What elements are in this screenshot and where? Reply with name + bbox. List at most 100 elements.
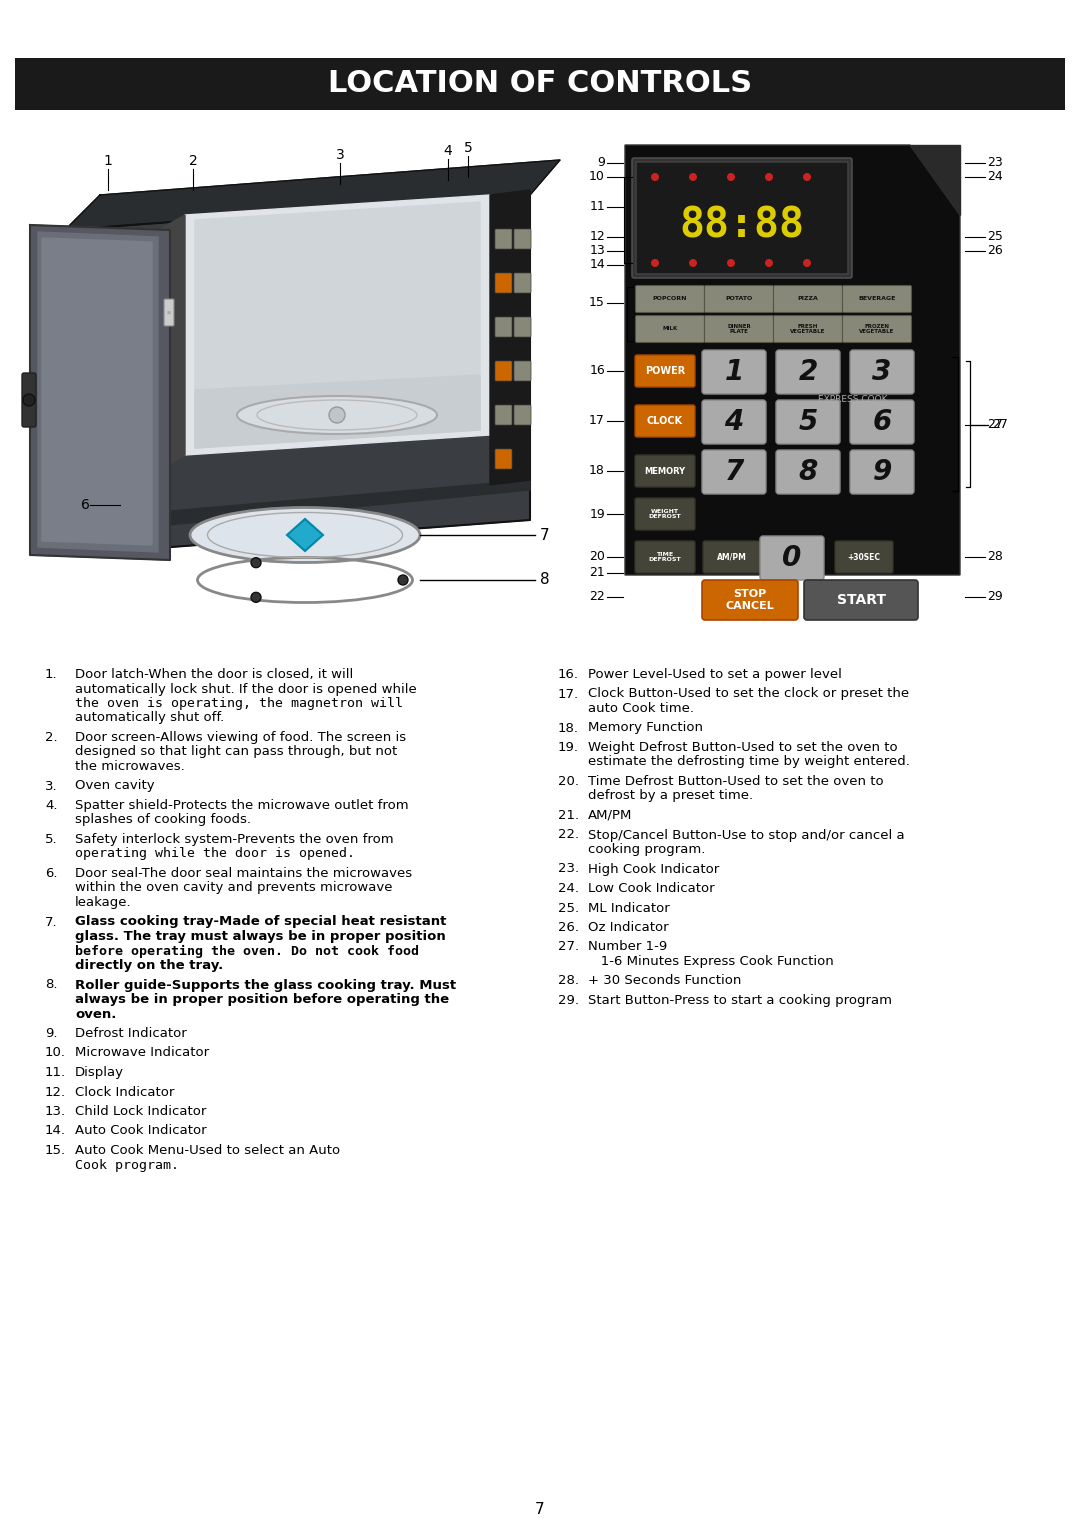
Circle shape xyxy=(651,173,659,181)
Text: 8: 8 xyxy=(798,458,818,486)
Text: 9.: 9. xyxy=(45,1027,57,1039)
Circle shape xyxy=(399,575,408,586)
FancyBboxPatch shape xyxy=(842,285,912,313)
FancyBboxPatch shape xyxy=(635,405,696,437)
Text: 6.: 6. xyxy=(45,868,57,880)
FancyBboxPatch shape xyxy=(760,537,824,579)
Text: Clock Indicator: Clock Indicator xyxy=(75,1085,174,1099)
Text: defrost by a preset time.: defrost by a preset time. xyxy=(588,789,753,802)
Text: the microwaves.: the microwaves. xyxy=(75,760,185,773)
Polygon shape xyxy=(42,238,152,546)
FancyBboxPatch shape xyxy=(632,158,852,277)
FancyBboxPatch shape xyxy=(777,350,840,394)
Text: oven.: oven. xyxy=(75,1007,117,1021)
FancyBboxPatch shape xyxy=(702,350,766,394)
FancyBboxPatch shape xyxy=(777,451,840,494)
Polygon shape xyxy=(185,195,490,455)
Text: 8.: 8. xyxy=(45,978,57,992)
FancyBboxPatch shape xyxy=(514,360,531,382)
Text: 28.: 28. xyxy=(558,975,579,987)
Text: Power Level-Used to set a power level: Power Level-Used to set a power level xyxy=(588,668,842,681)
Text: 23: 23 xyxy=(987,156,1002,170)
Text: 7: 7 xyxy=(540,527,550,543)
FancyBboxPatch shape xyxy=(495,360,512,382)
FancyBboxPatch shape xyxy=(702,400,766,445)
FancyBboxPatch shape xyxy=(495,228,512,248)
Text: designed so that light can pass through, but not: designed so that light can pass through,… xyxy=(75,745,397,759)
FancyBboxPatch shape xyxy=(850,400,914,445)
Text: 1: 1 xyxy=(104,153,112,169)
FancyBboxPatch shape xyxy=(702,451,766,494)
Text: 1.: 1. xyxy=(45,668,57,681)
Circle shape xyxy=(804,173,811,181)
FancyBboxPatch shape xyxy=(703,541,761,573)
Bar xyxy=(15,58,1065,110)
Text: 2.: 2. xyxy=(45,731,57,744)
Text: 5.: 5. xyxy=(45,832,57,846)
Text: 1: 1 xyxy=(725,359,744,386)
FancyBboxPatch shape xyxy=(635,316,704,342)
Text: 19: 19 xyxy=(590,507,605,521)
Text: 13.: 13. xyxy=(45,1105,66,1118)
Text: 1-6 Minutes Express Cook Function: 1-6 Minutes Express Cook Function xyxy=(588,955,834,967)
Text: 4: 4 xyxy=(725,408,744,435)
FancyBboxPatch shape xyxy=(514,317,531,337)
Text: 28: 28 xyxy=(987,550,1003,564)
Circle shape xyxy=(23,394,35,406)
Text: 21.: 21. xyxy=(558,809,579,822)
Text: 20: 20 xyxy=(589,550,605,564)
Text: WEIGHT
DEFROST: WEIGHT DEFROST xyxy=(649,509,681,520)
Text: TIME
DEFROST: TIME DEFROST xyxy=(649,552,681,563)
Text: 9: 9 xyxy=(873,458,892,486)
Text: 14.: 14. xyxy=(45,1125,66,1137)
Text: 12.: 12. xyxy=(45,1085,66,1099)
Text: STOP
CANCEL: STOP CANCEL xyxy=(726,589,774,610)
Circle shape xyxy=(329,406,345,423)
Text: 0: 0 xyxy=(782,544,801,572)
Text: Number 1-9: Number 1-9 xyxy=(588,941,667,954)
Text: 14: 14 xyxy=(590,259,605,271)
FancyBboxPatch shape xyxy=(773,316,842,342)
Text: 15: 15 xyxy=(589,296,605,310)
Text: FRESH
VEGETABLE: FRESH VEGETABLE xyxy=(791,323,826,334)
Text: Oz Indicator: Oz Indicator xyxy=(588,921,669,934)
Text: EXPRESS COOK: EXPRESS COOK xyxy=(819,394,888,403)
FancyBboxPatch shape xyxy=(842,316,912,342)
Text: MILK: MILK xyxy=(662,327,677,331)
Polygon shape xyxy=(490,190,530,484)
Text: LOCATION OF CONTROLS: LOCATION OF CONTROLS xyxy=(328,69,752,98)
Circle shape xyxy=(651,259,659,267)
Text: Door latch-When the door is closed, it will: Door latch-When the door is closed, it w… xyxy=(75,668,353,681)
Text: 23.: 23. xyxy=(558,863,579,875)
FancyBboxPatch shape xyxy=(635,541,696,573)
Text: POTATO: POTATO xyxy=(726,296,753,302)
Text: 16.: 16. xyxy=(558,668,579,681)
Text: before operating the oven. Do not cook food: before operating the oven. Do not cook f… xyxy=(75,944,419,958)
FancyBboxPatch shape xyxy=(164,299,174,327)
Circle shape xyxy=(689,173,697,181)
FancyBboxPatch shape xyxy=(495,317,512,337)
Polygon shape xyxy=(65,195,530,555)
Text: estimate the defrosting time by weight entered.: estimate the defrosting time by weight e… xyxy=(588,756,909,768)
Text: Door screen-Allows viewing of food. The screen is: Door screen-Allows viewing of food. The … xyxy=(75,731,406,744)
Text: splashes of cooking foods.: splashes of cooking foods. xyxy=(75,814,251,826)
Circle shape xyxy=(765,259,773,267)
Text: BEVERAGE: BEVERAGE xyxy=(859,296,895,302)
Text: Display: Display xyxy=(75,1065,124,1079)
Text: 27: 27 xyxy=(993,419,1008,431)
FancyBboxPatch shape xyxy=(514,273,531,293)
FancyBboxPatch shape xyxy=(773,285,842,313)
Polygon shape xyxy=(65,159,561,230)
Text: Glass cooking tray-Made of special heat resistant: Glass cooking tray-Made of special heat … xyxy=(75,915,446,929)
FancyBboxPatch shape xyxy=(704,285,773,313)
Ellipse shape xyxy=(237,396,437,434)
Text: 6: 6 xyxy=(873,408,892,435)
Text: 29.: 29. xyxy=(558,993,579,1007)
Text: 13: 13 xyxy=(590,244,605,258)
FancyBboxPatch shape xyxy=(704,316,773,342)
FancyBboxPatch shape xyxy=(22,373,36,428)
FancyBboxPatch shape xyxy=(835,541,893,573)
Polygon shape xyxy=(287,520,323,550)
Circle shape xyxy=(251,592,261,602)
Text: Auto Cook Menu-Used to select an Auto: Auto Cook Menu-Used to select an Auto xyxy=(75,1144,340,1157)
